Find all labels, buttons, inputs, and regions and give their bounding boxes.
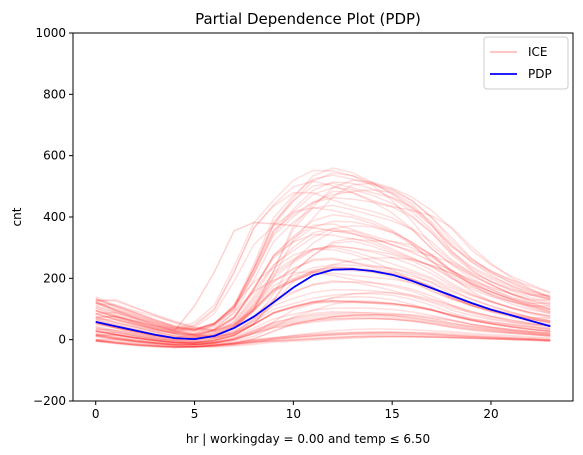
ice-curve	[95, 299, 551, 344]
ice-curve	[95, 172, 551, 331]
ice-curve	[95, 307, 551, 345]
ice-curve	[95, 317, 551, 346]
ice-curve	[95, 180, 551, 332]
ice-curve	[95, 332, 551, 348]
ice-curve	[95, 312, 551, 346]
ice-curve	[95, 301, 551, 344]
ice-curve	[95, 300, 551, 345]
ice-curve	[95, 174, 551, 331]
plot-area	[95, 167, 551, 349]
ice-curve	[95, 179, 551, 331]
ice-curve	[95, 313, 551, 346]
ice-curve	[95, 244, 551, 339]
ice-curve	[95, 206, 551, 334]
ice-curve	[95, 169, 551, 330]
ice-curve	[95, 182, 551, 331]
legend-frame	[483, 36, 569, 90]
y-tick-label: −200	[33, 394, 66, 408]
ice-curve	[95, 167, 551, 331]
ice-curve	[95, 313, 551, 346]
y-tick-label: 400	[43, 210, 66, 224]
ice-curve	[95, 317, 551, 346]
axes: 0 5 10 15 20 −200 0 200 400 600 800 1000	[33, 26, 574, 421]
ice-curve	[95, 331, 551, 348]
ice-curve	[95, 181, 551, 331]
x-tick-label: 5	[191, 407, 199, 421]
ice-curve	[95, 224, 551, 336]
ice-curve	[95, 213, 551, 335]
ice-curve	[95, 295, 551, 344]
ice-curve	[95, 335, 551, 349]
ice-curve	[95, 333, 551, 348]
ice-curve	[95, 281, 551, 342]
x-tick-label: 0	[92, 407, 100, 421]
ice-curve	[95, 310, 551, 346]
ice-curve	[95, 246, 551, 339]
y-axis-label: cnt	[10, 207, 24, 226]
ice-curve	[95, 317, 551, 346]
ice-curve	[95, 256, 551, 339]
ice-curve	[95, 331, 551, 348]
ice-curve	[95, 204, 551, 334]
ice-curve	[95, 223, 551, 336]
legend: ICE PDP	[483, 36, 569, 90]
ice-curve	[95, 280, 551, 342]
pdp-line	[95, 268, 551, 341]
x-tick-label: 10	[286, 407, 301, 421]
ice-curve	[95, 314, 551, 346]
ice-curve	[95, 328, 551, 348]
ice-curve	[95, 196, 551, 333]
chart-title: Partial Dependence Plot (PDP)	[195, 10, 421, 28]
ice-curve	[95, 300, 551, 344]
ice-curve	[95, 233, 551, 337]
ice-curve	[95, 331, 551, 348]
ice-curve	[95, 271, 551, 341]
ice-curve	[95, 240, 551, 338]
ice-curve	[95, 334, 551, 348]
legend-label-pdp: PDP	[528, 67, 552, 81]
ice-curve	[95, 291, 551, 344]
ice-curve	[95, 245, 551, 338]
x-tick-label: 20	[483, 407, 498, 421]
ice-curve	[95, 230, 551, 337]
ice-curve	[95, 289, 551, 343]
ice-curve-outlier	[95, 221, 551, 332]
ice-curve	[95, 335, 551, 349]
ice-curve	[95, 186, 551, 332]
ice-curve	[95, 190, 551, 333]
ice-curve	[95, 227, 551, 337]
y-tick-label: 600	[43, 149, 66, 163]
ice-curve	[95, 299, 551, 344]
y-tick-label: 0	[58, 333, 66, 347]
ice-curve	[95, 182, 551, 332]
y-tick-label: 200	[43, 271, 66, 285]
x-tick-label: 15	[385, 407, 400, 421]
ice-curve	[95, 192, 551, 333]
y-tick-label: 800	[43, 87, 66, 101]
ice-curve	[95, 189, 551, 332]
legend-label-ice: ICE	[528, 45, 548, 59]
ice-curve	[95, 220, 551, 336]
ice-curve	[95, 335, 551, 349]
x-axis-label: hr | workingday = 0.00 and temp ≤ 6.50	[186, 432, 430, 446]
ice-curve	[95, 237, 551, 338]
ice-curve	[95, 292, 551, 344]
y-tick-label: 1000	[35, 26, 66, 40]
ice-curve	[95, 315, 551, 346]
